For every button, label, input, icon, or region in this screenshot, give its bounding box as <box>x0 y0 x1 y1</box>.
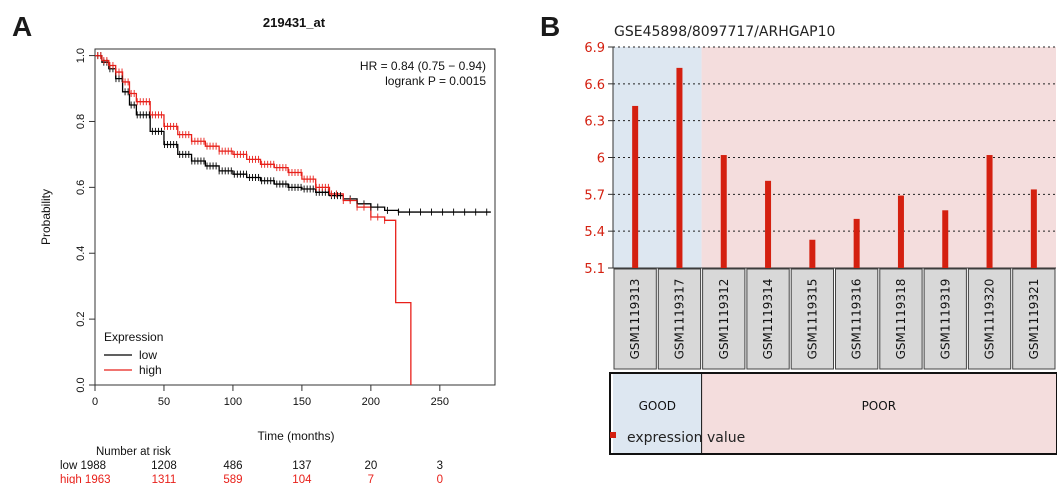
km-legend-high-label: high <box>139 363 162 377</box>
risk-value-high: 7 <box>368 474 374 484</box>
km-x-tick-label: 200 <box>362 396 380 408</box>
bar-chart-title: GSE45898/8097717/ARHGAP10 <box>614 24 835 40</box>
bar-sample-label: GSM1119312 <box>717 279 731 360</box>
km-legend-title: Expression <box>104 330 163 344</box>
bar-sample-cell <box>967 268 1012 370</box>
km-y-axis: 0.0 0.2 0.4 0.6 0.8 1.0 <box>75 48 95 393</box>
risk-value-low: 20 <box>364 460 377 472</box>
km-y-tick-label: 1.0 <box>75 48 87 63</box>
km-y-tick-label: 0.8 <box>75 114 87 129</box>
bar-group-cell-poor <box>701 374 1056 453</box>
bar-y-axis: 5.1 5.4 5.7 6 6.3 6.6 6.9 <box>584 41 613 277</box>
risk-values: 1208 486 137 20 3 1311 589 104 7 0 <box>151 460 443 484</box>
bar-group-labels: GOOD POOR <box>609 372 1057 455</box>
bar <box>853 218 860 268</box>
risk-value-high: 1311 <box>152 474 177 484</box>
bar-y-tick-label: 5.1 <box>584 262 605 277</box>
bar-sample-label: GSM1119319 <box>938 279 952 360</box>
km-y-tick-label: 0.2 <box>75 311 87 326</box>
bar-sample-label: GSM1119321 <box>1027 279 1041 360</box>
risk-value-high: 104 <box>292 474 312 484</box>
km-x-tick-label: 150 <box>293 396 311 408</box>
bar-y-tick-label: 6.3 <box>584 115 605 130</box>
km-line-low <box>95 54 491 213</box>
bar-sample-cell <box>613 268 657 370</box>
km-x-tick-label: 0 <box>92 396 98 408</box>
bar-group-cell-good <box>613 374 702 453</box>
km-legend-low-label: low <box>139 348 157 362</box>
panel-b-letter: B <box>540 11 560 42</box>
bar-sample-labels: GSM1119313 GSM1119317 GSM1119312 GSM1119314… <box>613 268 1056 370</box>
bar-sample-cell <box>1012 268 1056 370</box>
risk-value-high: 589 <box>223 474 242 484</box>
km-y-tick-label: 0.6 <box>75 180 87 195</box>
bar-sample-cell <box>879 268 923 370</box>
bar-sample-cell <box>657 268 702 370</box>
bar-legend-swatch <box>610 432 616 438</box>
bar-sample-cell <box>923 268 967 370</box>
km-legend: Expression low high <box>104 330 163 377</box>
km-hr-stat: HR = 0.84 (0.75 − 0.94) <box>360 59 486 73</box>
bar <box>809 239 816 268</box>
bar-sample-label: GSM1119318 <box>894 279 908 360</box>
bar-sample-label: GSM1119317 <box>672 279 686 360</box>
bar <box>942 210 949 268</box>
bar-sample-cell <box>702 268 746 370</box>
bar <box>897 195 904 268</box>
panel-a-letter: A <box>12 11 32 42</box>
bar-group-label: POOR <box>862 399 896 413</box>
km-x-axis: 0 50 100 150 200 250 <box>92 385 449 408</box>
bar-sample-label: GSM1119314 <box>761 279 775 360</box>
km-y-tick-label: 0.0 <box>75 377 87 392</box>
km-x-label: Time (months) <box>258 429 335 443</box>
bar-y-tick-label: 6 <box>597 152 605 167</box>
bar-bg-good <box>613 47 702 268</box>
bar-sample-label: GSM1119313 <box>628 279 642 360</box>
risk-value-low: 1208 <box>151 460 177 472</box>
bar-y-tick-label: 5.7 <box>584 188 605 203</box>
km-logrank-stat: logrank P = 0.0015 <box>385 74 486 88</box>
bar <box>1030 189 1037 268</box>
risk-row-high-label: high 1963 <box>60 474 111 484</box>
bar <box>676 67 683 268</box>
bar-sample-label: GSM1119315 <box>805 279 819 360</box>
km-censor-marks <box>97 52 488 224</box>
bar-gridlines <box>613 46 1056 232</box>
km-title: 219431_at <box>263 15 326 30</box>
risk-table-title: Number at risk <box>96 446 171 458</box>
bar <box>986 155 993 268</box>
bar-sample-cell <box>835 268 879 370</box>
km-x-tick-label: 100 <box>224 396 242 408</box>
bar <box>765 180 772 268</box>
bar-group-label: GOOD <box>639 399 676 413</box>
km-y-tick-label: 0.4 <box>75 246 87 261</box>
bar <box>720 155 727 268</box>
risk-value-low: 486 <box>223 460 242 472</box>
km-plot-frame <box>94 48 496 386</box>
bar <box>632 105 639 268</box>
risk-value-high: 0 <box>437 474 443 484</box>
km-x-tick-label: 250 <box>431 396 449 408</box>
risk-row-low-label: low 1988 <box>60 460 106 472</box>
risk-value-low: 3 <box>437 460 443 472</box>
bar-sample-label: GSM1119316 <box>850 279 864 360</box>
bar-sample-cell <box>746 268 790 370</box>
bar-sample-cell <box>790 268 835 370</box>
bar-legend-label: expression value <box>627 430 745 446</box>
km-y-label: Probability <box>39 189 53 245</box>
bar-y-tick-label: 5.4 <box>584 225 605 240</box>
km-x-tick-label: 50 <box>158 396 170 408</box>
km-risk-table: Number at risk low 1988 high 1963 1208 48… <box>60 446 443 484</box>
bar-series <box>632 67 1037 268</box>
bar-sample-label: GSM1119320 <box>983 279 997 360</box>
bar-y-tick-label: 6.6 <box>584 78 605 93</box>
risk-value-low: 137 <box>292 460 311 472</box>
bar-legend: expression value <box>610 430 745 446</box>
km-plot-area: 0 50 100 150 200 250 0.0 0.2 0.4 0.6 0.8 1.0 <box>75 48 496 408</box>
bar-y-tick-label: 6.9 <box>584 41 605 56</box>
